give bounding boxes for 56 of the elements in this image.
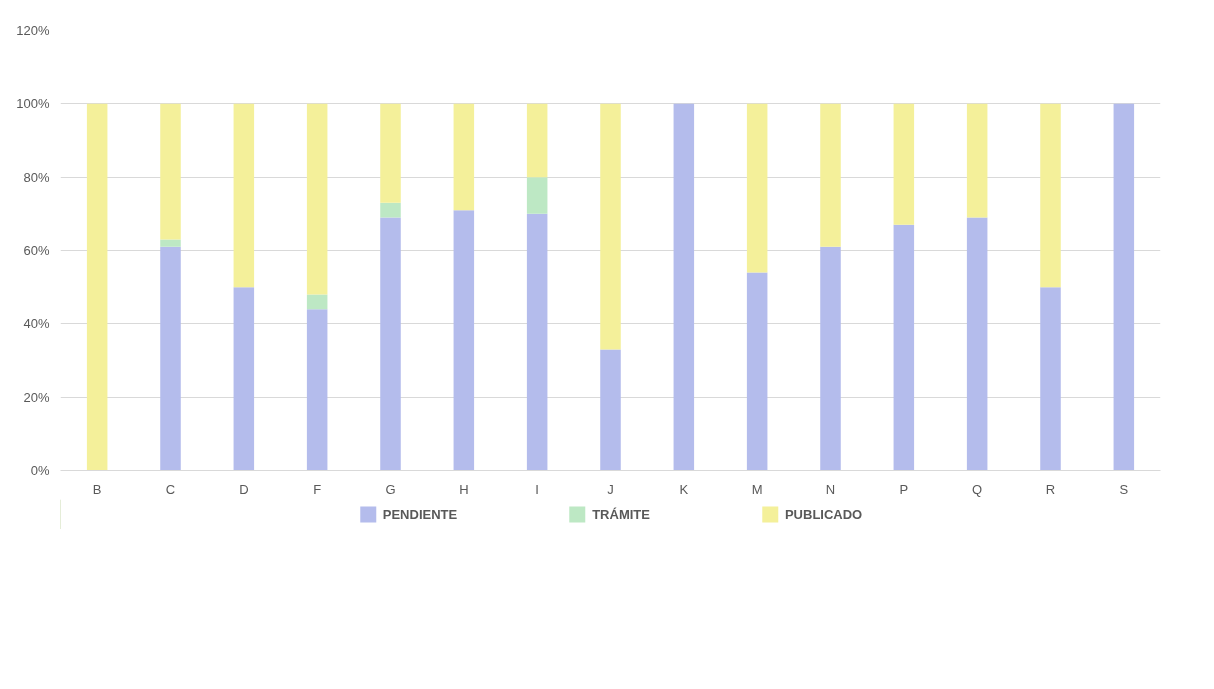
bar: [746, 272, 768, 471]
x-tick-label: P: [899, 481, 909, 497]
x-tick-label: I: [535, 481, 539, 497]
y-tick-label: 100%: [16, 96, 50, 112]
bar: [893, 103, 915, 225]
bar: [380, 202, 401, 218]
legend-label: PUBLICADO: [784, 506, 863, 522]
bar: [600, 349, 621, 471]
bar: [966, 217, 988, 471]
x-tick-label: Q: [972, 481, 983, 497]
bar: [1040, 287, 1061, 471]
x-tick-label: M: [751, 481, 763, 497]
x-tick-label: F: [313, 481, 322, 497]
x-tick-label: H: [459, 481, 469, 497]
x-tick-label: N: [825, 481, 836, 497]
bar: [160, 239, 181, 247]
bar: [233, 103, 255, 288]
y-tick-label: 0%: [30, 463, 50, 478]
bar: [746, 103, 768, 273]
bar: [1040, 103, 1061, 288]
bar: [966, 103, 988, 218]
bar: [380, 217, 401, 471]
bar: [600, 103, 621, 350]
bar: [526, 177, 548, 214]
y-tick-label: 60%: [23, 243, 50, 258]
legend-label: PENDIENTE: [382, 506, 458, 522]
bar: [380, 103, 401, 203]
y-tick-label: 80%: [23, 169, 50, 185]
bar: [160, 103, 181, 240]
x-tick-label: G: [385, 481, 396, 497]
bar: [160, 246, 181, 471]
bar: [673, 103, 695, 471]
x-tick-label: R: [1045, 481, 1056, 497]
bar: [893, 224, 915, 471]
bar: [1113, 103, 1135, 471]
bar: [306, 294, 328, 310]
y-tick-label: 20%: [23, 389, 50, 405]
y-tick-label: 40%: [23, 316, 50, 332]
legend-label: TRÁMITE: [592, 506, 650, 522]
bar: [233, 287, 255, 471]
bar: [306, 103, 328, 295]
bar: [526, 213, 548, 471]
x-tick-label: S: [1119, 481, 1129, 497]
bar: [453, 103, 475, 211]
bar: [453, 210, 475, 471]
x-tick-label: K: [679, 481, 689, 497]
bar: [820, 103, 841, 247]
x-tick-label: D: [239, 481, 249, 497]
bar: [526, 103, 548, 178]
bar: [820, 246, 841, 471]
bar: [306, 309, 328, 471]
x-tick-label: J: [607, 481, 614, 497]
x-tick-label: B: [92, 481, 102, 497]
x-tick-label: C: [165, 481, 176, 497]
y-tick-label: 120%: [16, 23, 50, 38]
bar: [86, 103, 108, 471]
